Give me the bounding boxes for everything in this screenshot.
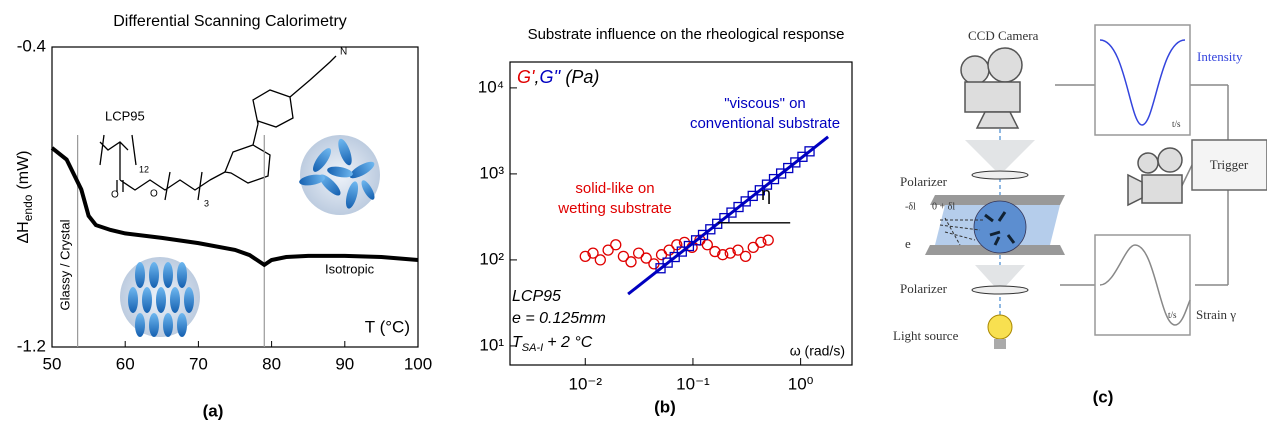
annotation: Glassy / Crystal: [57, 219, 72, 310]
annotation: TSA-I+ 2 °C: [512, 334, 593, 354]
annotation-part: SA-I: [522, 342, 543, 354]
structure-label: 3: [204, 198, 209, 208]
y-axis-label: ΔHendo (mW): [15, 150, 35, 243]
x-tick-label: 100: [404, 354, 432, 373]
annotation: wetting substrate: [557, 200, 671, 217]
x-tick-label: 10⁻¹: [676, 374, 710, 393]
y-axis-label-part: endo: [21, 194, 35, 221]
x-tick-label: 60: [116, 354, 135, 373]
panel-label: (b): [654, 397, 676, 416]
panel-label: (a): [203, 401, 224, 420]
structure-label: O: [111, 190, 119, 201]
y-axis-label-part: G': [517, 67, 535, 87]
structure-label: 12: [139, 164, 149, 174]
diagram-label: e: [905, 236, 911, 251]
x-tick-label: 10⁰: [788, 374, 814, 393]
y-tick-label: 10³: [479, 163, 504, 182]
x-axis-label: T (°C): [365, 317, 410, 336]
diagram-label: Light source: [893, 328, 959, 343]
y-tick-label: -0.4: [17, 36, 46, 55]
y-axis-label-part: G'': [539, 67, 560, 87]
chart-title: Differential Scanning Calorimetry: [113, 13, 347, 30]
x-tick-label: 70: [189, 354, 208, 373]
diagram-label: 0 + δl: [932, 201, 955, 212]
diagram-label: Intensity: [1197, 49, 1243, 64]
annotation: Isotropic: [325, 261, 375, 276]
y-axis-label: G',G'' (Pa): [517, 67, 599, 87]
annotation: LCP95: [512, 288, 561, 305]
y-axis-label-part: (mW): [15, 150, 32, 189]
point: [595, 255, 605, 265]
figure: (a) (b) (c) LCP95 12 O O 3 N: [0, 0, 1267, 429]
annotation: "viscous" on: [724, 95, 806, 112]
x-axis-label: ω (rad/s): [790, 343, 845, 359]
chart-title: Substrate influence on the rheological r…: [528, 26, 845, 43]
point: [634, 248, 644, 258]
diagram-label: Polarizer: [900, 174, 948, 189]
y-axis-label-part: ΔH: [15, 221, 32, 243]
annotation: conventional substrate: [690, 115, 840, 132]
point: [611, 240, 621, 250]
ccd-camera: [961, 48, 1182, 205]
diagram-label: Trigger: [1210, 157, 1249, 172]
panel-label: (c): [1093, 387, 1114, 406]
annotation-part: + 2 °C: [547, 334, 593, 351]
y-tick-label: 10⁴: [478, 77, 504, 96]
diagram-label: Polarizer: [900, 281, 948, 296]
y-tick-label: 10²: [479, 249, 504, 268]
x-tick-label: 80: [262, 354, 281, 373]
x-tick-label: 50: [43, 354, 62, 373]
structure-label: N: [340, 47, 347, 58]
annotation: solid-like on: [575, 180, 654, 197]
point: [741, 251, 751, 261]
x-tick-label: 10⁻²: [568, 374, 602, 393]
y-tick-label: 10¹: [479, 335, 504, 354]
x-tick-label: 90: [335, 354, 354, 373]
structure-label: O: [150, 189, 158, 200]
diagram-label: t/s: [1168, 310, 1177, 320]
point: [626, 257, 636, 267]
optics: [925, 140, 1065, 349]
y-axis-label-part: (Pa): [560, 67, 599, 87]
y-tick-label: -1.2: [17, 336, 46, 355]
diagram-label: Strain γ: [1196, 307, 1236, 322]
diagram-label: -δl: [905, 201, 916, 212]
annotation: LCP95: [105, 108, 145, 123]
diagram-label: CCD Camera: [968, 28, 1039, 43]
diagram-label: t/s: [1172, 119, 1181, 129]
annotation: η: [761, 184, 771, 204]
annotation: e = 0.125mm: [512, 310, 606, 327]
